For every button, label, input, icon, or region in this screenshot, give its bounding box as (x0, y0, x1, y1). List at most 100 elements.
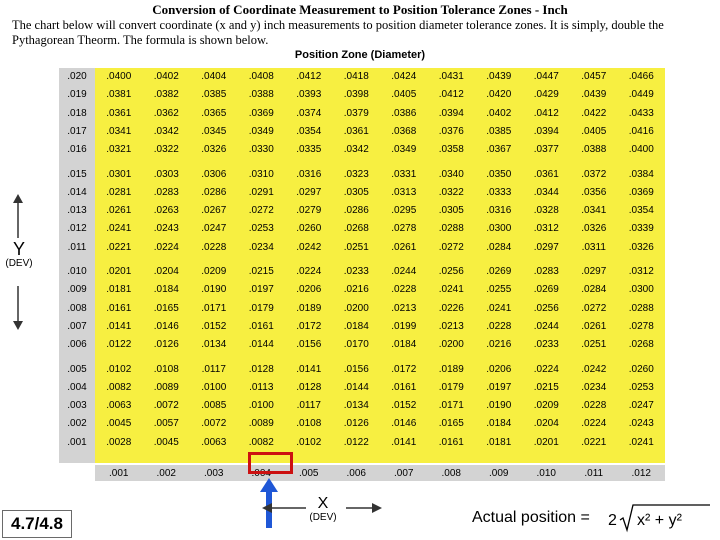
y-value-label: .012 (67, 223, 87, 235)
zone-cell: .0326 (628, 241, 654, 253)
zone-cell: .0424 (391, 71, 417, 82)
zone-cell: .0126 (153, 339, 179, 351)
formula-label: Actual position = (472, 509, 590, 526)
zone-cell: .0226 (438, 302, 464, 314)
zone-cell: .0082 (106, 381, 132, 393)
zone-cell: .0241 (628, 436, 654, 448)
zone-cell: .0402 (153, 71, 179, 82)
zone-cell: .0388 (248, 89, 274, 101)
y-value-label: .003 (67, 400, 87, 412)
y-value-column (59, 68, 95, 463)
x-value-row (95, 465, 665, 481)
zone-cell: .0253 (628, 381, 654, 393)
zone-cell: .0301 (106, 168, 132, 180)
zone-cell: .0286 (343, 205, 369, 217)
zone-cell: .0330 (248, 144, 274, 156)
zone-cell: .0376 (438, 125, 464, 137)
zone-cell: .0404 (201, 71, 227, 82)
x-value-label: .011 (584, 468, 604, 479)
zone-cell: .0326 (201, 144, 227, 156)
zone-cell: .0213 (438, 320, 464, 332)
zone-cell: .0165 (438, 418, 464, 430)
conversion-chart: .020 .0400 .0402 .0404 .0408 .0412 .0418 .0424.… (55, 64, 667, 528)
y-value-label: .015 (67, 168, 87, 180)
zone-cell: .0283 (533, 266, 559, 277)
zone-cell: .0433 (628, 107, 654, 119)
zone-cell: .0228 (581, 400, 607, 412)
zone-cell: .0322 (153, 144, 179, 156)
x-value-label: .006 (346, 468, 366, 479)
x-axis-label: X (DEV) (300, 496, 346, 524)
zone-cell: .0134 (343, 400, 369, 412)
zone-cell: .0466 (628, 71, 654, 82)
zone-cell: .0221 (581, 436, 607, 448)
zone-cell: .0045 (153, 436, 179, 448)
y-value-label: .014 (67, 186, 87, 198)
zone-cell: .0429 (533, 89, 559, 101)
zone-cell: .0385 (201, 89, 227, 101)
zone-cell: .0291 (248, 186, 274, 198)
zone-cell: .0374 (296, 107, 322, 119)
zone-cell: .0141 (296, 363, 322, 375)
zone-cell: .0297 (581, 266, 607, 277)
zone-cell: .0204 (153, 266, 179, 277)
x-value-label: .010 (536, 468, 556, 479)
zone-cell: .0382 (153, 89, 179, 101)
zone-cell: .0449 (628, 89, 654, 101)
zone-cell: .0388 (581, 144, 607, 156)
zone-cell: .0305 (343, 186, 369, 198)
zone-cell: .0251 (581, 339, 607, 351)
vertical-double-arrow-icon (13, 194, 23, 330)
zone-cell: .0244 (533, 320, 559, 332)
zone-cell: .0233 (533, 339, 559, 351)
zone-cell: .0342 (153, 125, 179, 137)
position-formula: Actual position = 2 x² + y² (472, 502, 712, 534)
y-value-label: .005 (67, 363, 87, 375)
zone-cell: .0152 (391, 400, 417, 412)
zone-cell: .0228 (201, 241, 227, 253)
zone-cell: .0402 (486, 107, 512, 119)
zone-cell: .0344 (533, 186, 559, 198)
zone-cell: .0161 (391, 381, 417, 393)
zone-cell: .0312 (533, 223, 559, 235)
zone-cell: .0224 (153, 241, 179, 253)
zone-cell: .0422 (581, 107, 607, 119)
zone-cell: .0367 (486, 144, 512, 156)
chart-title: Position Zone (Diameter) (294, 49, 426, 61)
zone-cell: .0272 (438, 241, 464, 253)
zone-cell: .0128 (296, 381, 322, 393)
zone-cell: .0278 (391, 223, 417, 235)
zone-cell: .0146 (391, 418, 417, 430)
zone-cell: .0241 (106, 223, 132, 235)
x-value-label: .009 (489, 468, 509, 479)
zone-cell: .0377 (533, 144, 559, 156)
zone-cell: .0156 (343, 363, 369, 375)
zone-cell: .0028 (106, 436, 132, 448)
zone-cell: .0350 (486, 168, 512, 180)
zone-cell: .0261 (106, 205, 132, 217)
zone-cell: .0045 (106, 418, 132, 430)
zone-cell: .0394 (438, 107, 464, 119)
y-value-label: .019 (67, 89, 87, 101)
zone-cell: .0233 (343, 266, 369, 277)
y-value-label: .002 (67, 418, 87, 430)
zone-cell: .0209 (533, 400, 559, 412)
zone-cell: .0349 (391, 144, 417, 156)
zone-cell: .0284 (581, 284, 607, 296)
zone-cell: .0313 (391, 186, 417, 198)
zone-cell: .0117 (296, 400, 321, 412)
zone-cell: .0184 (486, 418, 512, 430)
zone-cell: .0156 (296, 339, 322, 351)
zone-cell: .0141 (391, 436, 417, 448)
zone-cell: .0243 (628, 418, 654, 430)
zone-cell: .0261 (581, 320, 607, 332)
zone-cell: .0161 (106, 302, 132, 314)
zone-cell: .0333 (486, 186, 512, 198)
zone-cell: .0224 (296, 266, 322, 277)
y-value-label: .008 (67, 302, 87, 314)
zone-cell: .0255 (486, 284, 512, 296)
zone-cell: .0416 (628, 125, 654, 137)
zone-cell: .0234 (581, 381, 607, 393)
zone-cell: .0179 (438, 381, 464, 393)
y-value-label: .010 (67, 266, 87, 277)
